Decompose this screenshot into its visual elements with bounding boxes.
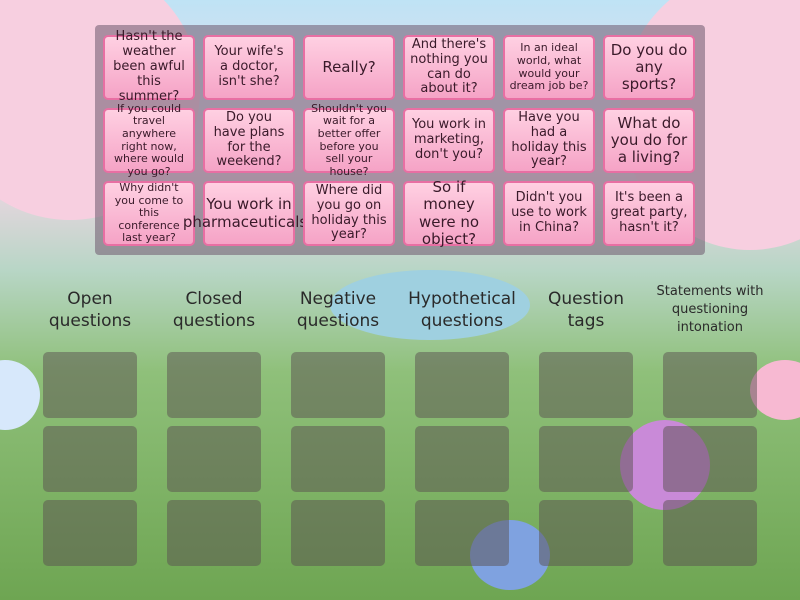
drop-zone[interactable] — [167, 500, 261, 566]
drop-zone[interactable] — [43, 500, 137, 566]
answer-card[interactable]: It's been a great party, hasn't it? — [603, 181, 695, 246]
lake — [330, 270, 530, 340]
flower — [750, 360, 800, 420]
drop-zone[interactable] — [43, 352, 137, 418]
answer-card[interactable]: Where did you go on holiday this year? — [303, 181, 395, 246]
drop-zone[interactable] — [415, 426, 509, 492]
drop-zone[interactable] — [663, 352, 757, 418]
drop-zone[interactable] — [43, 426, 137, 492]
answer-card[interactable]: Have you had a holiday this year? — [503, 108, 595, 173]
category-heading: Hypothetical questions — [408, 288, 516, 331]
drop-zone[interactable] — [415, 500, 509, 566]
answer-card[interactable]: Didn't you use to work in China? — [503, 181, 595, 246]
drop-zone[interactable] — [415, 352, 509, 418]
drop-zone[interactable] — [167, 426, 261, 492]
category-heading: Closed questions — [172, 288, 256, 331]
answer-card[interactable]: You work in pharmaceuticals? — [183, 181, 315, 246]
answer-card[interactable]: Shouldn't you wait for a better offer be… — [303, 102, 395, 178]
drop-zone[interactable] — [291, 352, 385, 418]
drop-zone[interactable] — [539, 352, 633, 418]
drop-zone[interactable] — [663, 500, 757, 566]
answer-card[interactable]: In an ideal world, what would your dream… — [503, 35, 595, 100]
answer-card[interactable]: Your wife's a doctor, isn't she? — [203, 35, 295, 100]
category-heading: Open questions — [48, 288, 132, 331]
answer-card[interactable]: Do you do any sports? — [603, 35, 695, 100]
drop-zone[interactable] — [539, 500, 633, 566]
answer-card[interactable]: You work in marketing, don't you? — [403, 108, 495, 173]
drop-zone[interactable] — [291, 500, 385, 566]
answer-card[interactable]: What do you do for a living? — [603, 108, 695, 173]
answer-card[interactable]: And there's nothing you can do about it? — [403, 35, 495, 100]
drop-zone[interactable] — [291, 426, 385, 492]
answer-card[interactable]: Do you have plans for the weekend? — [203, 108, 295, 173]
answer-card[interactable]: Really? — [303, 35, 395, 100]
category-heading: Negative questions — [296, 288, 380, 331]
drop-zone[interactable] — [663, 426, 757, 492]
drop-zone[interactable] — [167, 352, 261, 418]
answer-card[interactable]: So if money were no object? — [403, 178, 495, 247]
answer-card[interactable]: Why didn't you come to this conference l… — [103, 181, 195, 246]
answer-card[interactable]: If you could travel anywhere right now, … — [103, 102, 195, 178]
answer-card[interactable]: Hasn't the weather been awful this summe… — [103, 29, 195, 104]
flower — [0, 360, 40, 430]
drop-zone[interactable] — [539, 426, 633, 492]
category-heading: Question tags — [547, 288, 625, 331]
category-heading: Statements with questioning intonation — [656, 283, 764, 336]
